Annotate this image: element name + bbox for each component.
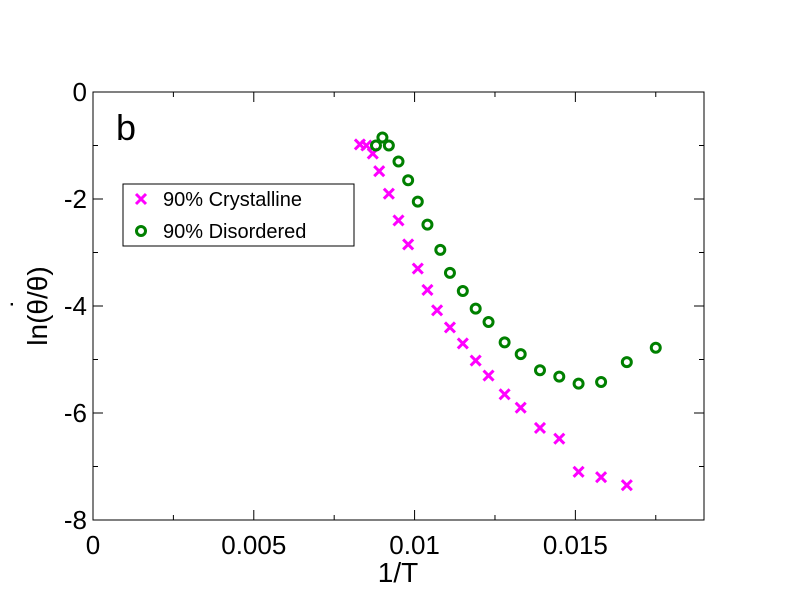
data-point-disordered [411,195,424,208]
x-axis-title: 1/T [378,557,418,588]
data-point-disordered [553,370,566,383]
legend-marker-crystalline [134,192,148,206]
y-tick-label: -6 [64,398,87,428]
data-point-disordered [533,364,546,377]
data-point-disordered [469,302,482,315]
data-point-crystalline [411,262,424,275]
data-point-crystalline [572,465,585,478]
data-point-disordered [456,285,469,298]
x-tick-label: 0 [86,530,100,560]
data-point-disordered [443,266,456,279]
y-axis-title-suffix: /θ) [22,266,53,299]
legend-marker-disordered [135,225,147,237]
data-point-crystalline [498,388,511,401]
data-point-disordered [434,243,447,256]
data-point-crystalline [620,479,633,492]
x-tick-label: 0.005 [221,530,286,560]
data-point-crystalline [443,321,457,334]
panel-label: b [116,107,136,148]
svg-text:ln(θ/θ): ln(θ/θ) [22,266,53,345]
y-axis-title-prefix: ln( [22,314,53,346]
data-point-disordered [649,341,662,354]
series-crystalline [353,138,633,492]
data-point-disordered [595,375,608,388]
legend-label-crystalline: 90% Crystalline [163,189,302,211]
y-tick-label: -2 [64,184,87,214]
y-tick-label: -8 [64,505,87,535]
data-point-disordered [376,131,389,144]
legend: 90% Crystalline 90% Disordered [122,183,355,247]
y-tick-label: 0 [73,77,87,107]
data-point-disordered [369,139,382,152]
legend-box [122,183,355,247]
data-point-disordered [402,174,415,187]
data-point-crystalline [402,238,415,251]
y-axis-title-dot: ˙ [6,298,37,307]
data-point-disordered [498,336,511,349]
y-axis-title: ln(θ/θ) ˙ [6,266,53,345]
axis-ticks [92,91,704,521]
data-point-crystalline [421,283,434,297]
data-point-disordered [482,316,495,329]
data-point-crystalline [431,304,444,317]
y-axis-title-theta: θ [22,299,53,315]
data-point-disordered [572,377,585,390]
x-tick-label: 0.01 [389,530,440,560]
data-point-disordered [392,155,405,168]
data-point-disordered [620,356,633,369]
data-point-crystalline [456,337,469,350]
data-point-crystalline [469,354,482,367]
data-point-crystalline [553,432,566,445]
data-point-crystalline [373,165,386,178]
data-point-crystalline [482,369,495,382]
data-point-crystalline [382,187,395,200]
data-point-crystalline [595,471,608,484]
series-disordered [369,131,662,390]
data-point-crystalline [392,214,405,227]
y-tick-label: -4 [64,291,87,321]
data-point-crystalline [514,401,527,414]
legend-label-disordered: 90% Disordered [163,221,306,243]
data-point-disordered [382,139,395,152]
axis-tick-labels: 0 0.005 0.01 0.015 0 -2 -4 -6 -8 [64,77,608,560]
data-point-crystalline [533,421,547,435]
data-point-disordered [421,218,434,231]
data-point-disordered [514,348,527,361]
x-tick-label: 0.015 [543,530,608,560]
